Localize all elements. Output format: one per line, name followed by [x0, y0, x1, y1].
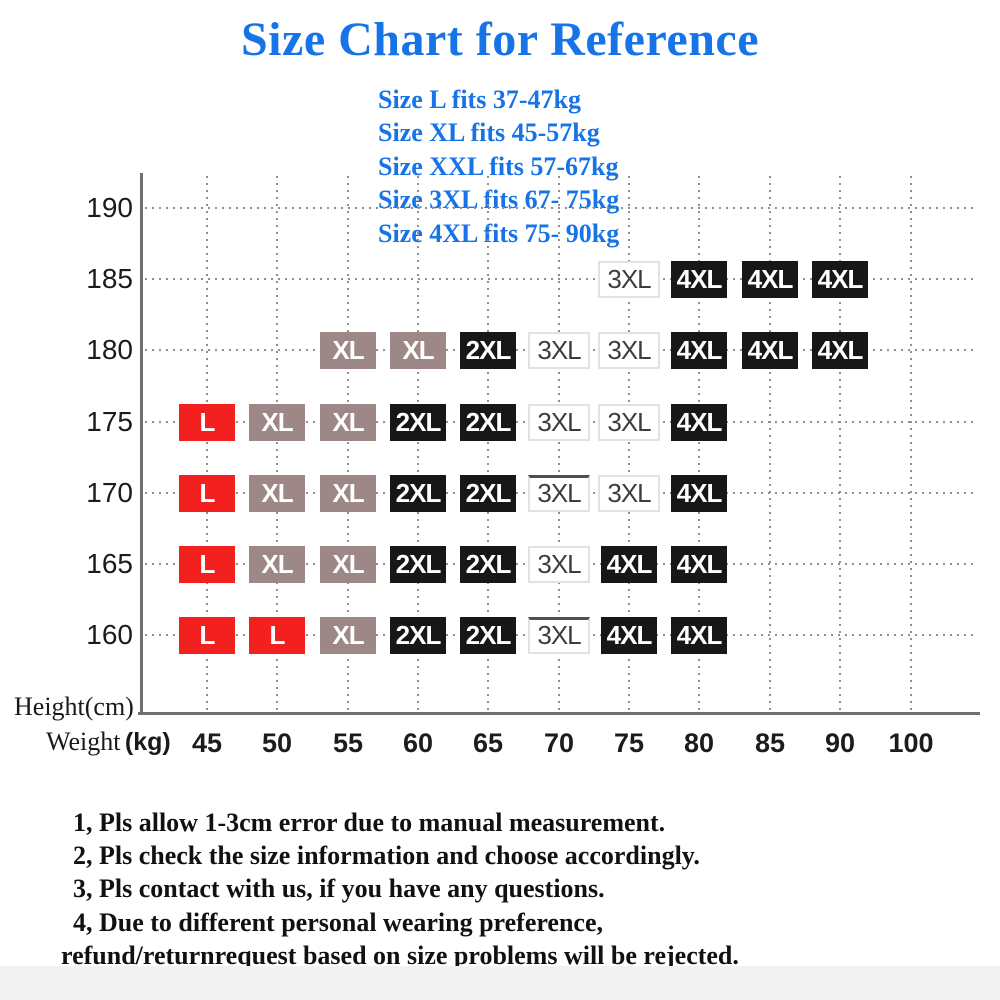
size-cell-165-60: 2XL	[390, 545, 446, 583]
notes-list: 1, Pls allow 1-3cm error due to manual m…	[61, 806, 739, 972]
grid-vline-55	[347, 176, 349, 713]
size-cell-175-75: 3XL	[598, 403, 660, 441]
bottom-strip	[0, 966, 1000, 1000]
size-cell-165-45: L	[179, 545, 235, 583]
size-cell-175-80: 4XL	[671, 403, 727, 441]
y-tick-180: 180	[86, 334, 133, 365]
size-cell-180-85: 4XL	[742, 331, 798, 369]
size-cell-170-75: 3XL	[598, 474, 660, 512]
grid-vline-50	[276, 176, 278, 713]
grid-hline-190	[145, 207, 975, 209]
y-tick-175: 175	[86, 406, 133, 437]
grid-vline-75	[628, 176, 630, 713]
size-cell-185-90: 4XL	[812, 260, 868, 298]
x-tick-75: 75	[613, 728, 645, 758]
size-cell-165-55: XL	[320, 545, 376, 583]
grid-hline-185	[145, 278, 975, 280]
size-cell-170-70: 3XL	[528, 474, 590, 512]
size-cell-165-65: 2XL	[460, 545, 516, 583]
size-cell-175-50: XL	[249, 403, 305, 441]
size-cell-160-45: L	[179, 616, 235, 654]
size-fit-line-1: Size L fits 37-47kg	[378, 85, 581, 114]
size-cell-175-45: L	[179, 403, 235, 441]
size-cell-165-70: 3XL	[528, 545, 590, 583]
size-cell-160-80: 4XL	[671, 616, 727, 654]
x-axis-line	[138, 712, 980, 715]
size-cell-160-60: 2XL	[390, 616, 446, 654]
size-cell-170-45: L	[179, 474, 235, 512]
y-tick-170: 170	[86, 477, 133, 508]
size-cell-170-65: 2XL	[460, 474, 516, 512]
grid-vline-90	[839, 176, 841, 713]
grid-vline-85	[769, 176, 771, 713]
y-tick-190: 190	[86, 192, 133, 223]
x-tick-55: 55	[332, 728, 364, 758]
note-line-4: 4, Due to different personal wearing pre…	[73, 907, 604, 937]
x-tick-65: 65	[472, 728, 504, 758]
y-axis-line	[140, 173, 143, 715]
y-tick-165: 165	[86, 548, 133, 579]
size-cell-180-55: XL	[320, 331, 376, 369]
size-cell-180-70: 3XL	[528, 331, 590, 369]
size-cell-185-75: 3XL	[598, 260, 660, 298]
note-line-5: refund/returnrequest based on size probl…	[61, 940, 739, 970]
size-cell-160-70: 3XL	[528, 616, 590, 654]
size-fit-line-2: Size XL fits 45-57kg	[378, 118, 600, 148]
size-cell-165-50: XL	[249, 545, 305, 583]
x-axis-title-unit: (kg)	[124, 728, 171, 756]
x-axis-title: Weight (kg)	[46, 727, 171, 757]
x-tick-80: 80	[683, 728, 715, 758]
x-tick-85: 85	[754, 728, 786, 758]
size-cell-175-70: 3XL	[528, 403, 590, 441]
size-cell-185-80: 4XL	[671, 260, 727, 298]
note-line-2: 2, Pls check the size information and ch…	[73, 841, 700, 871]
x-tick-100: 100	[888, 728, 934, 758]
size-cell-175-55: XL	[320, 403, 376, 441]
size-cell-175-65: 2XL	[460, 403, 516, 441]
x-tick-60: 60	[402, 728, 434, 758]
size-cell-170-80: 4XL	[671, 474, 727, 512]
size-cell-160-75: 4XL	[601, 616, 657, 654]
x-tick-70: 70	[543, 728, 575, 758]
y-axis-title: Height(cm)	[14, 692, 134, 721]
x-tick-50: 50	[261, 728, 293, 758]
grid-vline-65	[487, 176, 489, 713]
x-axis-title-weight: Weight	[46, 727, 121, 756]
size-fit-line-3: Size XXL fits 57-67kg	[378, 151, 619, 181]
size-cell-185-85: 4XL	[742, 260, 798, 298]
grid-vline-80	[698, 176, 700, 713]
size-cell-170-60: 2XL	[390, 474, 446, 512]
size-cell-160-65: 2XL	[460, 616, 516, 654]
size-cell-180-60: XL	[390, 331, 446, 369]
grid-vline-60	[417, 176, 419, 713]
size-cell-180-65: 2XL	[460, 331, 516, 369]
y-tick-185: 185	[86, 263, 133, 294]
size-cell-165-80: 4XL	[671, 545, 727, 583]
x-tick-90: 90	[824, 728, 856, 758]
size-cell-180-90: 4XL	[812, 331, 868, 369]
note-line-1: 1, Pls allow 1-3cm error due to manual m…	[73, 808, 666, 837]
size-cell-165-75: 4XL	[601, 545, 657, 583]
grid-vline-70	[558, 176, 560, 713]
grid-vline-100	[910, 176, 912, 713]
x-tick-45: 45	[191, 728, 223, 758]
size-cell-175-60: 2XL	[390, 403, 446, 441]
size-cell-180-75: 3XL	[598, 331, 660, 369]
size-cell-170-55: XL	[320, 474, 376, 512]
y-tick-160: 160	[86, 619, 133, 650]
note-line-3: 3, Pls contact with us, if you have any …	[73, 874, 605, 904]
page-title: Size Chart for Reference	[240, 13, 759, 66]
size-cell-170-50: XL	[249, 474, 305, 512]
grid-vline-45	[206, 176, 208, 713]
size-cell-160-55: XL	[320, 616, 376, 654]
size-cell-180-80: 4XL	[671, 331, 727, 369]
size-cell-160-50: L	[249, 616, 305, 654]
